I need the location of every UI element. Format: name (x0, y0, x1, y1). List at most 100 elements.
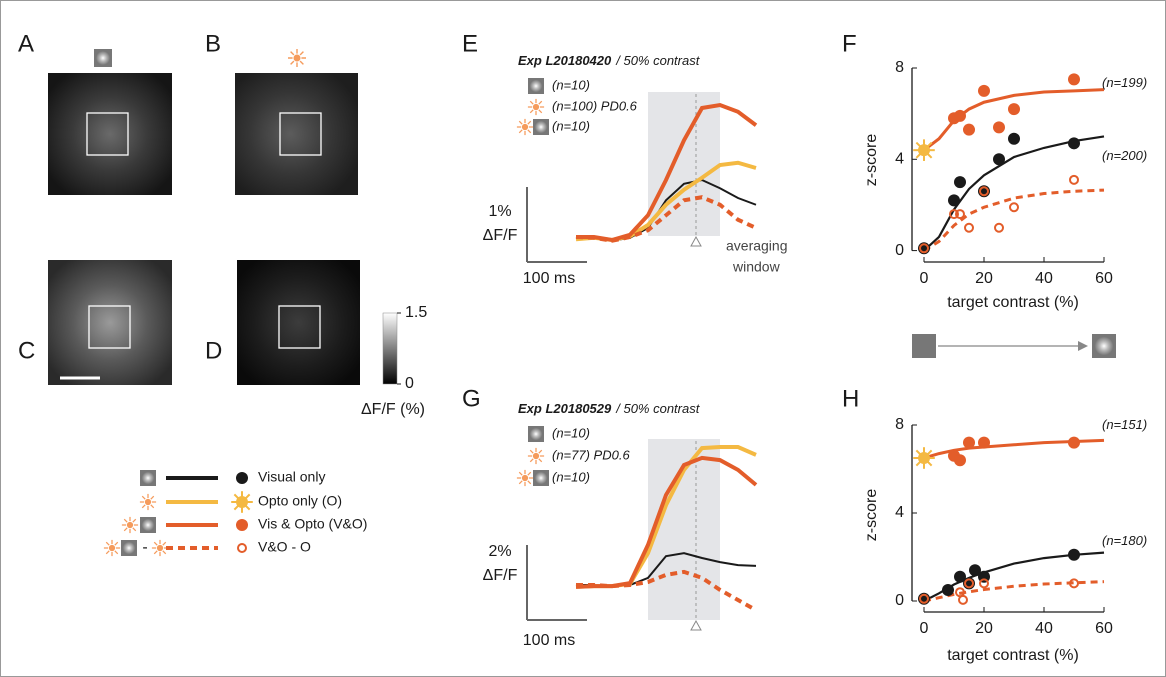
title: Exp L20180529 (518, 401, 612, 416)
y-axis-label: z-score (863, 134, 880, 187)
response-map (237, 260, 360, 385)
y-tick-label: 0 (895, 242, 904, 259)
x-tick-label: 0 (920, 270, 929, 287)
panel-letter: H (842, 385, 859, 412)
sun-core (918, 452, 930, 464)
legend-label: (n=10) (552, 425, 590, 440)
legend-label: (n=10) (552, 77, 590, 92)
figure: A B C D E F G H - ΔF/F (%) Exp L20180420… (0, 0, 1166, 677)
sun-marker (913, 139, 935, 161)
filled-marker (1068, 73, 1080, 85)
image-panels: - ΔF/F (%) (48, 49, 425, 418)
filled-marker (948, 194, 960, 206)
response-map (48, 73, 172, 195)
panel-letter: G (462, 385, 481, 412)
scale-label: 100 ms (523, 632, 575, 649)
legend-label: (n=77) PD0.6 (552, 447, 630, 462)
filled-marker (942, 584, 954, 596)
y-axis-label: z-score (863, 489, 880, 542)
colorbar-tick-label: 0 (405, 375, 414, 392)
filled-marker (1068, 549, 1080, 561)
visual-icon (533, 119, 549, 135)
filled-marker (978, 85, 990, 97)
marker-triangle (691, 621, 701, 630)
sun-ray (246, 506, 250, 510)
filled-marker (963, 437, 975, 449)
panel-letter: A (18, 30, 34, 57)
opto-icon (528, 448, 544, 464)
y-tick-label: 0 (895, 592, 904, 609)
legend-label: Visual only (258, 469, 325, 485)
opto-icon (288, 49, 306, 67)
legend-label: (n=100) PD0.6 (552, 98, 638, 113)
x-tick-label: 0 (920, 620, 929, 637)
sun-core (236, 496, 248, 508)
legend-label: V&O - O (258, 539, 311, 555)
filled-marker (954, 110, 966, 122)
filled-marker (1008, 103, 1020, 115)
x-tick-label: 40 (1035, 270, 1053, 287)
filled-marker (978, 437, 990, 449)
sun-ray (928, 450, 932, 454)
response-map (48, 260, 172, 385)
y-tick-label: 4 (895, 151, 904, 168)
plot-title: Exp L20180420/ 50% contrast (518, 53, 701, 68)
opto-icon (517, 119, 533, 135)
x-tick-label: 60 (1095, 270, 1113, 287)
panel-letter: C (18, 337, 35, 364)
panel-letter: F (842, 30, 857, 57)
sun-ray (916, 143, 920, 147)
sun-ray (234, 506, 238, 510)
plot-title: Exp L20180529/ 50% contrast (518, 401, 701, 416)
visual-icon (528, 78, 544, 94)
subtitle: / 50% contrast (615, 401, 700, 416)
legend-label: (n=10) (552, 469, 590, 484)
panel-letter: D (205, 337, 222, 364)
x-tick-label: 40 (1035, 620, 1053, 637)
x-tick-label: 20 (975, 620, 993, 637)
x-axis-label: target contrast (%) (947, 647, 1079, 664)
open-marker (1010, 203, 1018, 211)
legend-label: Opto only (O) (258, 493, 342, 509)
sun-ray (916, 154, 920, 158)
filled-marker (993, 153, 1005, 165)
sun-ray (928, 154, 932, 158)
legend-label: Vis & Opto (V&O) (258, 516, 367, 532)
sun-marker (913, 447, 935, 469)
annotation: window (732, 259, 781, 275)
response-map (235, 73, 358, 195)
subtitle: / 50% contrast (615, 53, 700, 68)
sun-ray (928, 462, 932, 466)
x-axis-label: target contrast (%) (947, 294, 1079, 311)
sun-ray (246, 494, 250, 498)
fit-curve (924, 136, 1104, 250)
colorbar-tick-label: 1.5 (405, 304, 427, 321)
filled-marker (1068, 137, 1080, 149)
sun-core (918, 144, 930, 156)
legend-label: (n=10) (552, 118, 590, 133)
visual-icon (533, 470, 549, 486)
filled-marker (1068, 437, 1080, 449)
filled-marker (1008, 133, 1020, 145)
filled-marker (954, 176, 966, 188)
minus-sign: - (142, 539, 147, 556)
legend-marker (238, 544, 246, 552)
marker-triangle (691, 237, 701, 246)
open-marker (959, 596, 967, 604)
scale-label: 1% (488, 203, 511, 220)
legend-marker (236, 472, 248, 484)
sun-ray (234, 494, 238, 498)
legend-icons (104, 470, 168, 556)
scale-label: 2% (488, 543, 511, 560)
x-tick-label: 60 (1095, 620, 1113, 637)
fit-label: (n=200) (1102, 148, 1147, 163)
panel-letter: E (462, 30, 478, 57)
colorbar-label: ΔF/F (%) (361, 401, 425, 418)
visual-icon (528, 426, 544, 442)
sun-ray (916, 450, 920, 454)
scale-label: 100 ms (523, 270, 575, 287)
fit-label: (n=199) (1102, 75, 1147, 90)
title: Exp L20180420 (518, 53, 612, 68)
fit-label: (n=151) (1102, 417, 1147, 432)
opto-icon (528, 99, 544, 115)
